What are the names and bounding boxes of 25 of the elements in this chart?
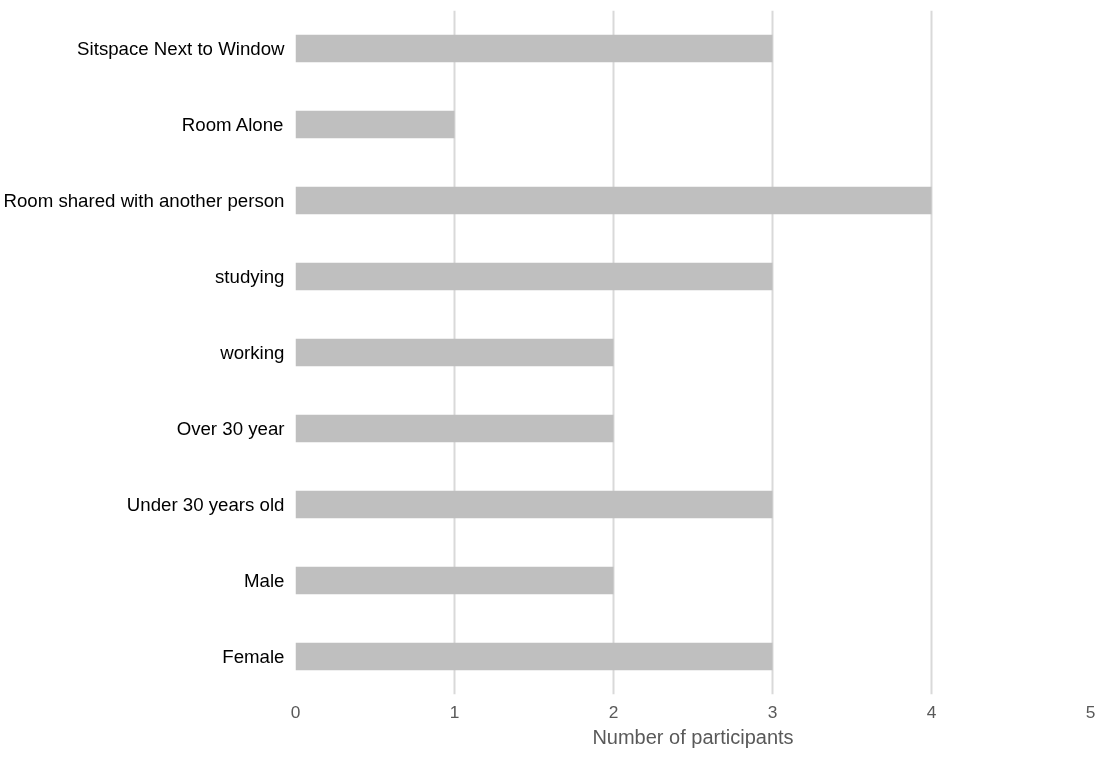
y-tick-label: Male [244,570,285,591]
bar [295,566,614,595]
x-tick-label: 4 [926,701,937,722]
x-tick-label: 2 [608,701,619,722]
y-tick-label: Room Alone [181,114,284,135]
x-tick-label: 1 [449,701,460,722]
bar [295,34,773,63]
bar [295,642,773,671]
x-tick-label: 5 [1085,701,1096,722]
y-tick-label: Female [222,646,285,667]
y-tick-label: studying [215,266,285,287]
y-tick-label: working [219,342,285,363]
y-tick-label: Over 30 year [176,418,285,439]
bar [295,490,773,519]
bar [295,414,614,443]
y-tick-label: Sitspace Next to Window [77,38,286,59]
x-tick-label: 3 [767,701,778,722]
bar [295,186,932,215]
x-axis-title: Number of participants [592,725,794,748]
bar [295,110,455,139]
y-tick-label: Room shared with another person [3,190,285,211]
bar [295,338,614,367]
x-tick-label: 0 [290,701,301,722]
bar [295,262,773,291]
y-tick-label: Under 30 years old [126,494,285,515]
